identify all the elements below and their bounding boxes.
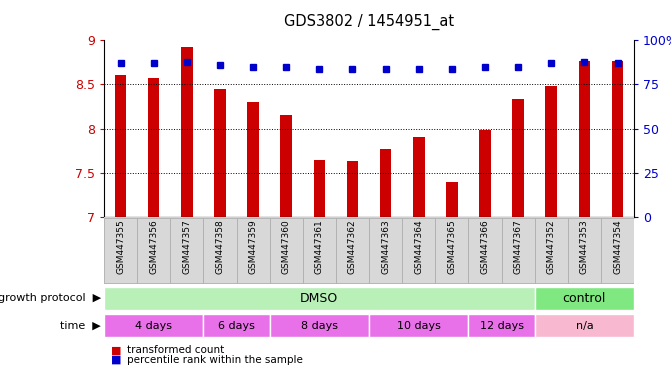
Text: percentile rank within the sample: percentile rank within the sample — [127, 355, 303, 365]
Bar — [535, 286, 634, 310]
Bar — [468, 218, 501, 283]
Bar — [435, 218, 468, 283]
Text: transformed count: transformed count — [127, 345, 225, 355]
Bar — [369, 314, 468, 338]
Text: GDS3802 / 1454951_at: GDS3802 / 1454951_at — [284, 13, 454, 30]
Text: GSM447366: GSM447366 — [480, 219, 490, 274]
Text: GSM447354: GSM447354 — [613, 219, 622, 274]
Text: n/a: n/a — [576, 321, 593, 331]
Bar — [501, 218, 535, 283]
Text: GSM447364: GSM447364 — [414, 219, 423, 274]
Bar — [347, 161, 358, 384]
Bar — [236, 218, 270, 283]
Bar — [446, 182, 458, 384]
Text: time  ▶: time ▶ — [60, 321, 101, 331]
Text: ■: ■ — [111, 345, 121, 355]
Bar — [181, 46, 193, 384]
Bar — [546, 86, 557, 384]
Bar — [137, 218, 170, 283]
Bar — [104, 286, 535, 310]
Bar — [303, 218, 336, 283]
Text: GSM447359: GSM447359 — [248, 219, 258, 274]
Bar — [568, 218, 601, 283]
Bar — [104, 218, 137, 283]
Text: GSM447356: GSM447356 — [149, 219, 158, 274]
Bar — [601, 218, 634, 283]
Text: GSM447367: GSM447367 — [513, 219, 523, 274]
Bar — [203, 314, 270, 338]
Text: ■: ■ — [111, 355, 121, 365]
Text: 8 days: 8 days — [301, 321, 338, 331]
Text: GSM447357: GSM447357 — [183, 219, 191, 274]
Text: 10 days: 10 days — [397, 321, 441, 331]
Bar — [203, 218, 236, 283]
Bar — [270, 314, 369, 338]
Text: GSM447365: GSM447365 — [448, 219, 456, 274]
Bar — [148, 78, 160, 384]
Text: growth protocol  ▶: growth protocol ▶ — [0, 293, 101, 303]
Bar — [104, 314, 203, 338]
Bar — [380, 149, 391, 384]
Bar — [280, 115, 292, 384]
Text: GSM447352: GSM447352 — [547, 219, 556, 274]
Bar — [214, 89, 225, 384]
Text: GSM447361: GSM447361 — [315, 219, 324, 274]
Text: GSM447360: GSM447360 — [282, 219, 291, 274]
Text: DMSO: DMSO — [300, 292, 338, 305]
Bar — [468, 314, 535, 338]
Text: GSM447358: GSM447358 — [215, 219, 225, 274]
Text: 4 days: 4 days — [135, 321, 172, 331]
Text: GSM447363: GSM447363 — [381, 219, 390, 274]
Text: control: control — [563, 292, 606, 305]
Bar — [612, 61, 623, 384]
Text: GSM447362: GSM447362 — [348, 219, 357, 274]
Text: 6 days: 6 days — [218, 321, 255, 331]
Bar — [369, 218, 402, 283]
Bar — [578, 61, 590, 384]
Bar — [336, 218, 369, 283]
Bar — [270, 218, 303, 283]
Bar — [535, 218, 568, 283]
Text: GSM447353: GSM447353 — [580, 219, 589, 274]
Bar — [402, 218, 435, 283]
Bar — [248, 102, 259, 384]
Bar — [313, 159, 325, 384]
Bar — [513, 99, 524, 384]
Text: 12 days: 12 days — [480, 321, 523, 331]
Text: GSM447355: GSM447355 — [116, 219, 125, 274]
Bar — [479, 129, 491, 384]
Bar — [535, 314, 634, 338]
Bar — [115, 75, 126, 384]
Bar — [170, 218, 203, 283]
Bar — [413, 137, 425, 384]
